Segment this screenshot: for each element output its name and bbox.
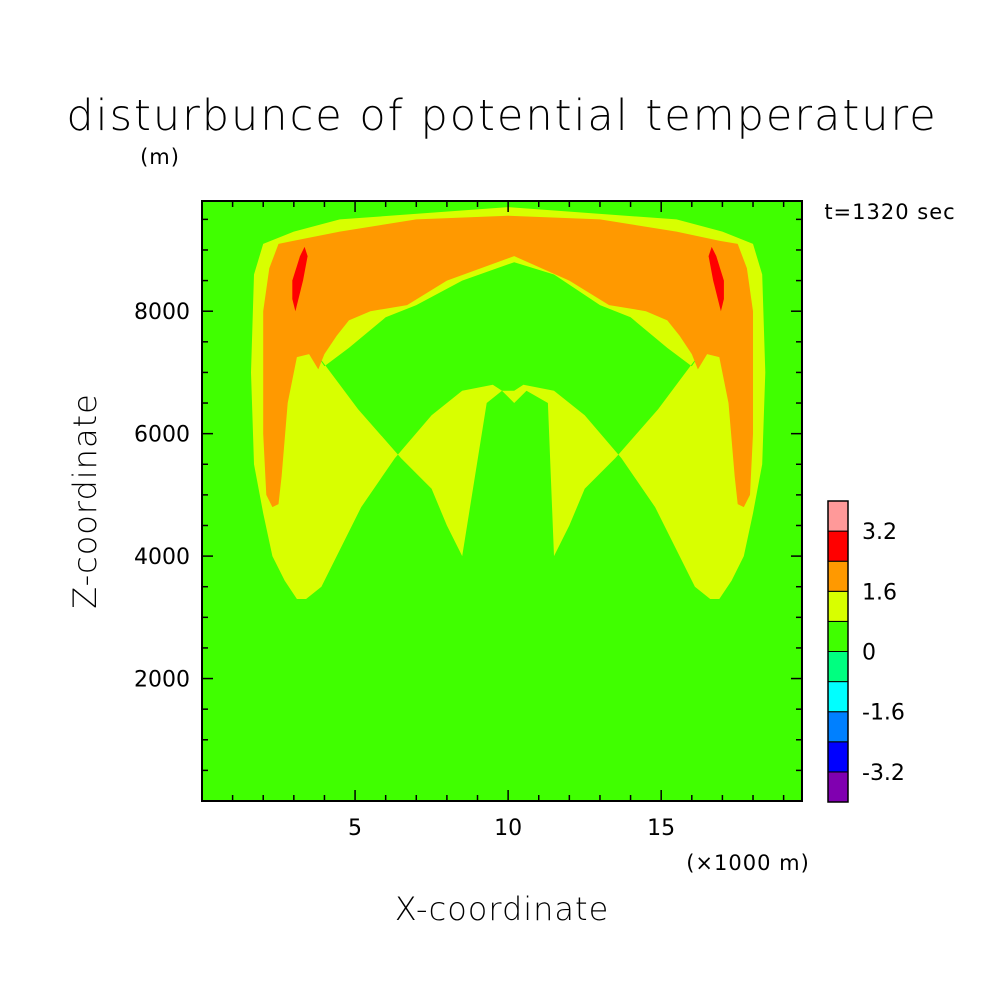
y-tick-label: 4000 bbox=[134, 545, 190, 570]
time-label: t=1320 sec bbox=[824, 200, 955, 224]
colorbar-label: 3.2 bbox=[862, 520, 897, 545]
y-tick-label: 6000 bbox=[134, 423, 190, 448]
contour-region-warm-core-left bbox=[292, 246, 308, 312]
x-tick-label: 15 bbox=[647, 816, 675, 841]
y-tick-label: 2000 bbox=[134, 668, 190, 693]
colorbar-swatch bbox=[827, 681, 849, 713]
x-tick-label: 10 bbox=[494, 816, 522, 841]
colorbar-swatch bbox=[827, 620, 849, 653]
chart-title: disturbunce of potential temperature bbox=[66, 91, 937, 141]
colorbar: 3.2 1.6 0 -1.6 -3.2 bbox=[827, 500, 905, 803]
colorbar-swatch bbox=[827, 741, 849, 773]
y-tick-label: 8000 bbox=[134, 300, 190, 325]
colorbar-swatch bbox=[827, 711, 849, 743]
colorbar-label: -1.6 bbox=[862, 701, 905, 726]
contour-region-warm-core-right bbox=[708, 246, 724, 312]
y-axis-label: Z-coordinate bbox=[66, 393, 104, 609]
colorbar-swatch bbox=[827, 771, 849, 803]
x-axis-label: X-coordinate bbox=[395, 890, 610, 928]
colorbar-label: 0 bbox=[862, 641, 876, 666]
contour-region-warm-band-orange bbox=[263, 215, 753, 508]
colorbar-frame bbox=[827, 500, 849, 803]
axis-ticks: 5 10 15 2000 4000 6000 8000 bbox=[134, 201, 802, 841]
colorbar-swatch bbox=[827, 500, 849, 532]
colorbar-label: -3.2 bbox=[862, 761, 905, 786]
contour-regions bbox=[251, 207, 766, 599]
x-axis-unit: (×1000 m) bbox=[686, 851, 810, 875]
y-axis-unit: (m) bbox=[140, 145, 180, 169]
colorbar-label: 1.6 bbox=[862, 580, 897, 605]
colorbar-swatch bbox=[827, 590, 849, 622]
colorbar-swatch bbox=[827, 530, 849, 562]
colorbar-swatch bbox=[827, 560, 849, 592]
x-tick-label: 5 bbox=[348, 816, 362, 841]
colorbar-swatch bbox=[827, 651, 849, 683]
plot-frame bbox=[201, 200, 803, 802]
